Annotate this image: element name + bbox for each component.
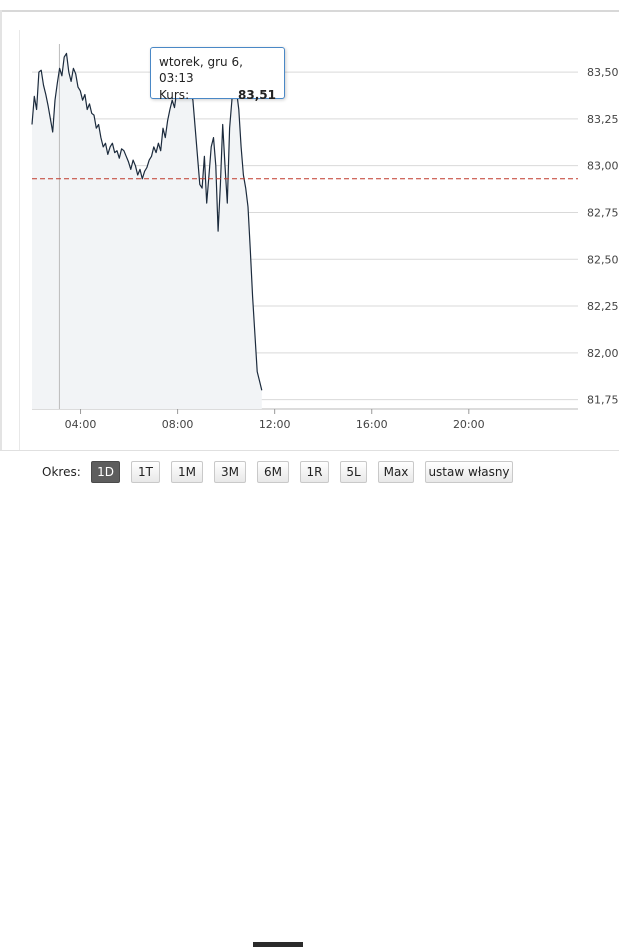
period-button-6m[interactable]: 6M	[257, 461, 289, 483]
period-button-1t[interactable]: 1T	[131, 461, 160, 483]
period-label: Okres:	[42, 465, 81, 479]
tooltip-label: Kurs:	[159, 88, 190, 102]
period-selector: Okres: 1D 1T 1M 3M 6M 1R 5L Max ustaw wł…	[0, 450, 619, 947]
x-tick-label: 16:00	[356, 418, 388, 431]
period-button-1d[interactable]: 1D	[91, 461, 120, 483]
tooltip-date: wtorek, gru 6, 03:13	[159, 55, 243, 85]
chart-frame-inner-border	[19, 30, 20, 450]
chart-frame-left-border	[0, 10, 2, 450]
x-tick-label: 08:00	[162, 418, 194, 431]
y-tick-label: 83,25	[587, 113, 619, 126]
y-tick-label: 82,00	[587, 347, 619, 360]
period-button-1r[interactable]: 1R	[300, 461, 329, 483]
y-tick-label: 83,50	[587, 66, 619, 79]
y-tick-label: 83,00	[587, 160, 619, 173]
period-button-max[interactable]: Max	[378, 461, 414, 483]
series-line	[31, 52, 263, 391]
tooltip-row: Kurs: 83,51	[159, 86, 276, 104]
scroll-indicator[interactable]	[253, 942, 303, 947]
x-tick-label: 04:00	[65, 418, 97, 431]
chart-frame-top-border	[0, 10, 619, 12]
period-button-5l[interactable]: 5L	[340, 461, 367, 483]
period-button-custom[interactable]: ustaw własny	[425, 461, 513, 483]
tooltip-value: 83,51	[238, 88, 276, 102]
period-button-1m[interactable]: 1M	[171, 461, 203, 483]
y-tick-label: 82,50	[587, 253, 619, 266]
y-tick-label: 82,25	[587, 300, 619, 313]
series-area	[32, 53, 262, 410]
period-button-3m[interactable]: 3M	[214, 461, 246, 483]
price-tooltip: wtorek, gru 6, 03:13 Kurs: 83,51	[150, 47, 285, 102]
y-tick-label: 81,75	[587, 394, 619, 407]
y-tick-label: 82,75	[587, 206, 619, 219]
x-tick-label: 12:00	[259, 418, 291, 431]
price-chart[interactable]: 83,50 83,25 83,00 82,75 82,50 82,25 82,00 81,75…	[0, 0, 619, 450]
x-tick-label: 20:00	[453, 418, 485, 431]
